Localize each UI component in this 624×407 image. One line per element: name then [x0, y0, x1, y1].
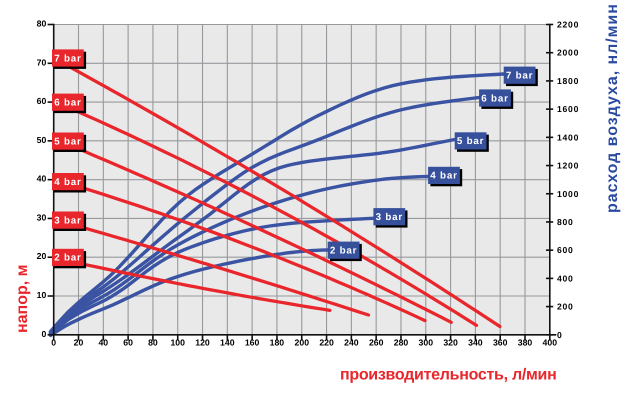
svg-text:6 bar: 6 bar [481, 93, 508, 104]
svg-text:180: 180 [270, 338, 285, 348]
svg-text:20: 20 [37, 251, 47, 261]
svg-text:240: 240 [344, 338, 359, 348]
svg-text:2000: 2000 [557, 48, 579, 58]
svg-text:260: 260 [369, 338, 384, 348]
svg-text:1600: 1600 [557, 104, 579, 114]
svg-text:1400: 1400 [557, 132, 579, 142]
svg-text:200: 200 [295, 338, 310, 348]
svg-text:60: 60 [123, 338, 133, 348]
svg-text:800: 800 [557, 217, 574, 227]
svg-text:40: 40 [37, 174, 47, 184]
svg-text:380: 380 [518, 338, 533, 348]
svg-text:2 bar: 2 bar [330, 246, 357, 257]
svg-text:7 bar: 7 bar [54, 53, 81, 64]
svg-text:200: 200 [557, 302, 574, 312]
svg-text:320: 320 [443, 338, 458, 348]
svg-text:340: 340 [468, 338, 483, 348]
svg-text:4 bar: 4 bar [430, 171, 457, 182]
svg-text:2200: 2200 [557, 20, 579, 30]
svg-text:70: 70 [37, 57, 47, 67]
svg-text:100: 100 [170, 338, 185, 348]
svg-text:1800: 1800 [557, 76, 579, 86]
svg-text:360: 360 [493, 338, 508, 348]
svg-text:4 bar: 4 bar [54, 177, 81, 188]
svg-text:400: 400 [557, 273, 574, 283]
svg-text:220: 220 [319, 338, 334, 348]
svg-text:напор, м: напор, м [14, 265, 31, 334]
svg-text:1000: 1000 [557, 189, 579, 199]
svg-text:60: 60 [37, 96, 47, 106]
svg-text:7 bar: 7 bar [506, 71, 533, 82]
svg-text:0: 0 [41, 329, 46, 339]
svg-text:20: 20 [74, 338, 84, 348]
svg-text:50: 50 [37, 135, 47, 145]
svg-text:0: 0 [557, 330, 563, 340]
svg-text:140: 140 [220, 338, 235, 348]
svg-text:80: 80 [37, 19, 47, 29]
svg-text:280: 280 [394, 338, 409, 348]
svg-text:1200: 1200 [557, 161, 579, 171]
svg-text:160: 160 [245, 338, 260, 348]
svg-text:120: 120 [195, 338, 210, 348]
svg-text:5 bar: 5 bar [457, 136, 484, 147]
svg-text:6 bar: 6 bar [54, 98, 81, 109]
svg-text:2 bar: 2 bar [54, 253, 81, 264]
svg-text:80: 80 [148, 338, 158, 348]
svg-text:300: 300 [419, 338, 434, 348]
svg-text:600: 600 [557, 245, 574, 255]
svg-text:5 bar: 5 bar [54, 136, 81, 147]
svg-text:производительность, л/мин: производительность, л/мин [340, 366, 557, 383]
svg-text:0: 0 [51, 338, 56, 348]
svg-text:30: 30 [37, 212, 47, 222]
svg-text:40: 40 [98, 338, 108, 348]
svg-text:расход воздуха, нл/мин: расход воздуха, нл/мин [604, 3, 621, 213]
svg-text:3 bar: 3 bar [54, 215, 81, 226]
svg-text:10: 10 [37, 290, 47, 300]
svg-text:400: 400 [543, 338, 558, 348]
svg-text:3 bar: 3 bar [376, 212, 403, 223]
